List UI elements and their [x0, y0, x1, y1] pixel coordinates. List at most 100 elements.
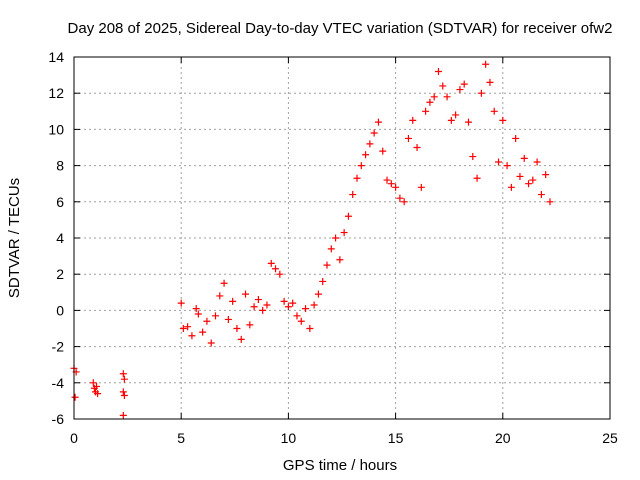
- data-point: [293, 312, 301, 320]
- data-point: [503, 162, 511, 170]
- data-point: [400, 198, 408, 206]
- data-point: [302, 305, 310, 313]
- data-point: [184, 323, 192, 331]
- data-point: [192, 305, 200, 313]
- data-point: [366, 140, 374, 148]
- data-point: [357, 162, 365, 170]
- data-point: [370, 129, 378, 137]
- data-point: [469, 153, 477, 161]
- y-tick-label: 2: [56, 266, 64, 282]
- data-point: [537, 191, 545, 199]
- data-point: [507, 183, 515, 191]
- data-point: [404, 134, 412, 142]
- data-point: [529, 176, 537, 184]
- data-point: [362, 151, 370, 159]
- data-point: [242, 290, 250, 298]
- axis-ticks: 0 5 10 15 20 25 -6 -4 -2 0 2 4 6 8 10 12 14: [48, 49, 618, 446]
- data-point: [525, 180, 533, 188]
- data-point: [443, 93, 451, 101]
- data-point: [207, 339, 215, 347]
- data-point: [284, 303, 292, 311]
- data-point: [89, 379, 97, 387]
- data-point: [119, 388, 127, 396]
- data-point: [93, 382, 101, 390]
- data-point: [546, 198, 554, 206]
- data-point: [276, 270, 284, 278]
- y-tick-label: 8: [56, 158, 64, 174]
- data-point: [250, 303, 258, 311]
- y-tick-label: 4: [56, 230, 64, 246]
- y-tick-label: 14: [48, 49, 64, 65]
- y-tick-label: 6: [56, 194, 64, 210]
- data-point: [396, 194, 404, 202]
- data-point: [434, 67, 442, 75]
- data-point: [486, 78, 494, 86]
- data-point: [216, 292, 224, 300]
- data-point: [383, 176, 391, 184]
- data-point: [349, 191, 357, 199]
- data-point: [392, 183, 400, 191]
- data-point: [314, 290, 322, 298]
- y-tick-label: -4: [52, 375, 65, 391]
- data-point: [212, 312, 220, 320]
- data-point: [422, 107, 430, 115]
- data-point: [224, 315, 232, 323]
- data-point: [332, 234, 340, 242]
- data-point: [327, 245, 335, 253]
- x-tick-label: 5: [177, 430, 185, 446]
- data-point: [267, 259, 275, 267]
- data-point: [409, 116, 417, 124]
- data-point: [289, 299, 297, 307]
- data-point: [119, 411, 127, 419]
- x-axis-label: GPS time / hours: [283, 457, 397, 474]
- x-tick-label: 15: [388, 430, 404, 446]
- y-tick-label: 0: [56, 302, 64, 318]
- data-point: [323, 261, 331, 269]
- data-point: [120, 391, 128, 399]
- data-point: [473, 174, 481, 182]
- data-point: [482, 60, 490, 68]
- y-tick-label: 12: [48, 85, 64, 101]
- data-point: [194, 310, 202, 318]
- data-point: [520, 154, 528, 162]
- data-point: [71, 393, 79, 401]
- data-point: [533, 158, 541, 166]
- data-point: [306, 325, 314, 332]
- data-point: [374, 118, 382, 126]
- data-point: [336, 256, 344, 264]
- x-tick-label: 0: [70, 430, 78, 446]
- data-point: [280, 297, 288, 305]
- data-point: [263, 301, 271, 309]
- data-point: [310, 301, 318, 309]
- x-tick-label: 10: [281, 430, 297, 446]
- data-point: [254, 296, 262, 304]
- data-point: [237, 335, 245, 343]
- data-point: [179, 325, 187, 332]
- x-tick-label: 20: [495, 430, 511, 446]
- data-point: [542, 171, 550, 179]
- data-point: [94, 390, 102, 398]
- data-point: [439, 82, 447, 90]
- data-point: [464, 118, 472, 126]
- data-point: [430, 93, 438, 101]
- data-point: [387, 180, 395, 188]
- data-point: [495, 158, 503, 166]
- data-point: [340, 229, 348, 237]
- data-point: [246, 321, 254, 329]
- y-tick-label: 10: [48, 121, 64, 137]
- data-point: [119, 370, 127, 378]
- data-point: [490, 107, 498, 115]
- data-point: [344, 212, 352, 220]
- data-point: [259, 306, 267, 314]
- data-point: [220, 279, 228, 287]
- data-point: [516, 172, 524, 180]
- y-axis-label: SDTVAR / TECUs: [6, 178, 23, 298]
- data-point: [512, 134, 520, 142]
- data-point: [460, 80, 468, 88]
- data-point: [297, 317, 305, 325]
- data-point: [417, 183, 425, 191]
- data-point: [426, 98, 434, 106]
- data-point: [272, 265, 280, 273]
